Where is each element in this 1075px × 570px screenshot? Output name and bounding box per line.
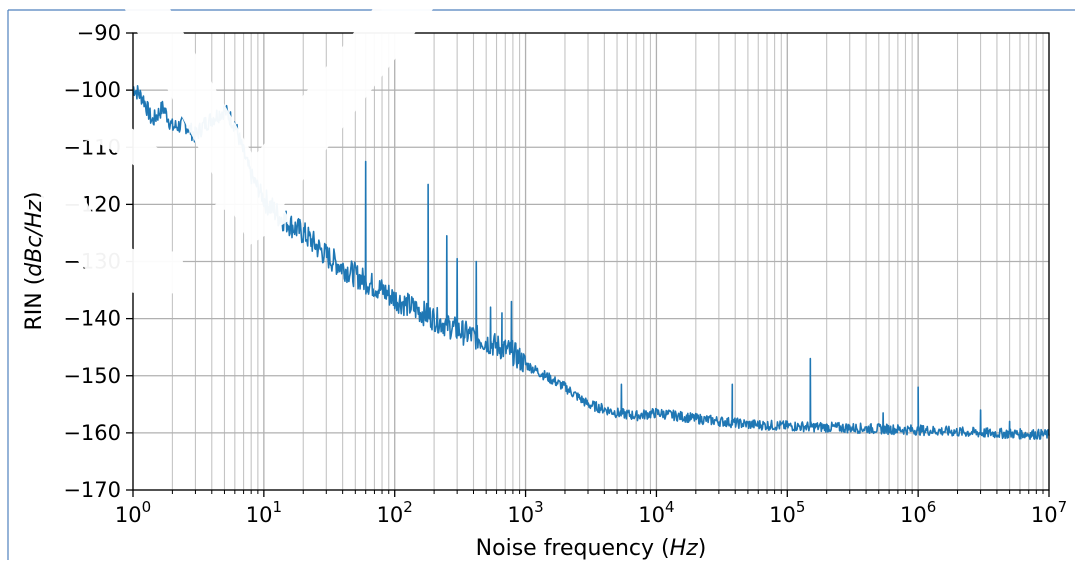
x-tick-label: 107	[1031, 498, 1067, 527]
y-tick-label: −140	[63, 307, 121, 331]
x-tick-label: 102	[377, 498, 413, 527]
x-tick-label: 103	[507, 498, 543, 527]
y-tick-label: −150	[63, 364, 121, 388]
x-tick-label: 106	[900, 498, 936, 527]
rin-series-line	[132, 85, 1050, 440]
x-tick-label: 105	[769, 498, 805, 527]
y-tick-label: −160	[63, 421, 121, 445]
y-tick-label: −170	[63, 478, 121, 502]
y-axis-label: RIN (dBc/Hz)	[22, 191, 47, 330]
x-tick-marks	[132, 490, 1050, 497]
x-tick-label: 101	[246, 498, 282, 527]
x-axis-label: Noise frequency (Hz)	[476, 536, 707, 561]
x-tick-label: 104	[638, 498, 674, 527]
x-tick-labels: 100 101 102 103 104 105 106 107	[115, 498, 1067, 527]
y-tick-label: −100	[63, 78, 121, 102]
watermark	[25, 0, 440, 295]
y-tick-label: −90	[77, 21, 121, 45]
x-tick-label: 100	[115, 498, 151, 527]
series-layer	[132, 85, 1050, 440]
